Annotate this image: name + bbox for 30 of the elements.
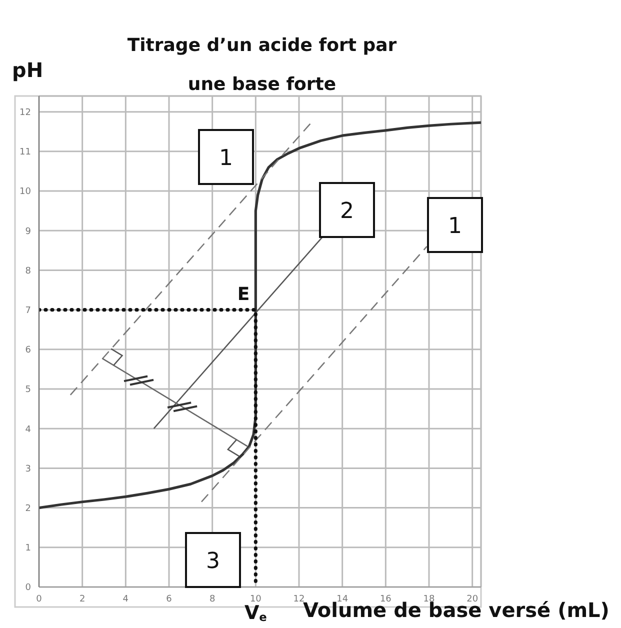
annotation: 2 xyxy=(340,199,354,224)
y-tick-label: 7 xyxy=(25,306,31,316)
y-tick-label: 6 xyxy=(25,346,32,356)
x-tick-label: 16 xyxy=(380,594,392,604)
chart-title: Titrage d’un acide fort par une base forte xyxy=(126,34,398,97)
x-tick-label: 2 xyxy=(79,594,86,604)
y-tick-label: 0 xyxy=(25,583,32,594)
x-tick-label: 14 xyxy=(336,594,348,604)
x-tick-label: 10 xyxy=(250,594,262,604)
y-tick-label: 1 xyxy=(25,544,31,554)
annotation: 3 xyxy=(206,549,220,574)
y-tick-label: 2 xyxy=(25,504,31,514)
y-tick-label: 3 xyxy=(25,464,31,474)
annotation: E xyxy=(237,284,250,305)
y-tick-label: 9 xyxy=(25,226,32,237)
y-tick-label: 10 xyxy=(20,187,32,198)
y-tick-label: 4 xyxy=(25,424,32,435)
x-tick-label: 8 xyxy=(209,594,216,604)
x-tick-label: 6 xyxy=(166,594,172,604)
x-tick-label: 4 xyxy=(122,594,129,604)
annotation: 1 xyxy=(448,214,462,239)
y-axis-title: pH xyxy=(12,58,44,82)
y-tick-label: 5 xyxy=(25,385,31,396)
y-tick-label: 8 xyxy=(25,266,32,276)
y-tick-label: 11 xyxy=(20,148,31,158)
y-tick-label: 12 xyxy=(20,108,31,118)
annotation: 1 xyxy=(219,146,233,171)
annotation: V$_{e}$ xyxy=(244,602,268,624)
x-tick-label: 20 xyxy=(466,594,478,604)
x-tick-label: 0 xyxy=(36,594,42,604)
